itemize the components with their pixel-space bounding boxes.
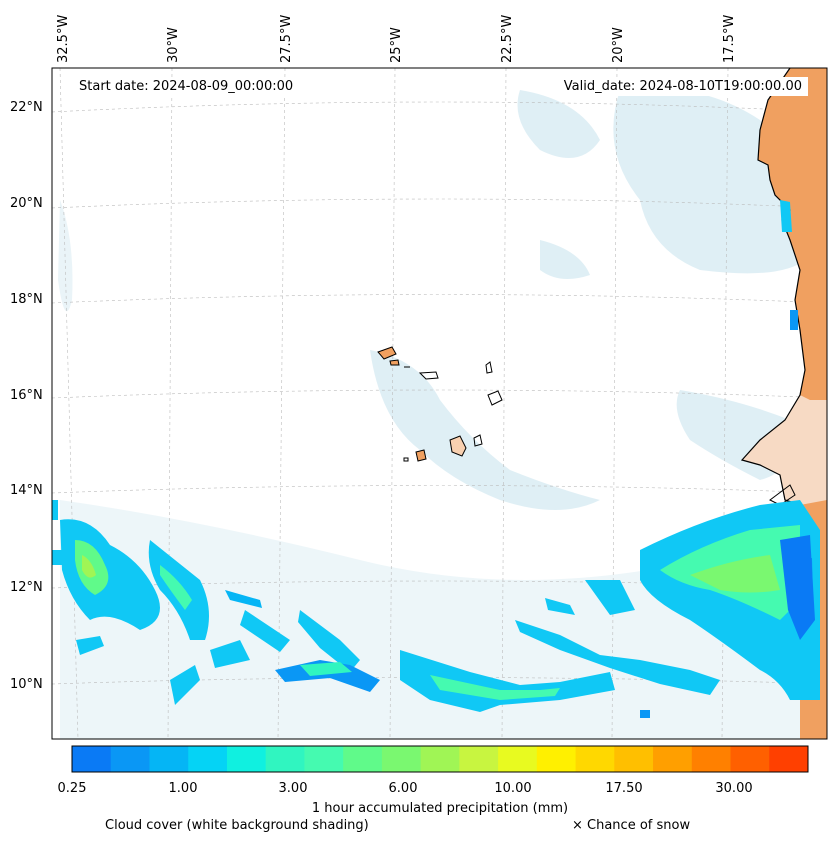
colorbar-border [71, 745, 809, 773]
colorbar-swatch [72, 746, 112, 772]
colorbar-swatch [575, 746, 615, 772]
lon-label: 25°W [389, 27, 404, 63]
map-border [51, 67, 828, 740]
lon-label: 32.5°W [56, 15, 71, 63]
colorbar-title: 1 hour accumulated precipitation (mm) [311, 801, 569, 816]
lat-label: 20°N [10, 196, 43, 211]
lat-label: 22°N [10, 100, 43, 115]
precipitation-colorbar [71, 745, 809, 773]
lat-label: 18°N [10, 292, 43, 307]
colorbar-swatch [381, 746, 422, 772]
longitude-labels: 32.5°W 30°W 27.5°W 25°W 22.5°W 20°W 17.5… [56, 15, 737, 63]
colorbar-tick-label: 6.00 [388, 781, 418, 796]
colorbar-swatch [730, 746, 770, 772]
snow-note: × Chance of snow [572, 818, 691, 833]
colorbar-swatch [459, 746, 499, 772]
lon-label: 27.5°W [279, 15, 294, 63]
colorbar-swatch [188, 746, 228, 772]
lon-label: 20°W [611, 27, 626, 63]
lon-label: 30°W [166, 27, 181, 63]
precipitation-field [52, 200, 820, 718]
latitude-labels: 22°N 20°N 18°N 16°N 14°N 12°N 10°N [10, 100, 43, 692]
colorbar-swatch [226, 746, 267, 772]
lat-label: 12°N [10, 580, 43, 595]
valid-date-label: Valid_date: 2024-08-10T19:00:00.00 [557, 77, 808, 96]
plot-area [52, 68, 827, 739]
colorbar-tick-label: 17.50 [605, 781, 643, 796]
colorbar-swatch [265, 746, 305, 772]
lat-label: 16°N [10, 388, 43, 403]
colorbar-swatch [343, 746, 383, 772]
colorbar-swatch [498, 746, 538, 772]
colorbar-swatch [691, 746, 732, 772]
colorbar-swatch [304, 746, 344, 772]
colorbar-tick-label: 1.00 [168, 781, 198, 796]
cape-verde-islands [377, 346, 503, 462]
lon-label: 22.5°W [500, 15, 515, 63]
lon-label: 17.5°W [722, 15, 737, 63]
colorbar-swatch [769, 746, 809, 772]
lat-label: 10°N [10, 677, 43, 692]
colorbar-swatch [653, 746, 693, 772]
start-date-label: Start date: 2024-08-09_00:00:00 [73, 77, 300, 96]
colorbar-tick-label: 10.00 [494, 781, 532, 796]
colorbar-swatch [614, 746, 654, 772]
lat-label: 14°N [10, 483, 43, 498]
colorbar-tick-label: 30.00 [715, 781, 753, 796]
colorbar-swatch [420, 746, 460, 772]
cloud-cover-note: Cloud cover (white background shading) [105, 818, 369, 833]
colorbar-tick-label: 0.25 [57, 781, 87, 796]
colorbar-swatch [149, 746, 189, 772]
colorbar-swatch [536, 746, 577, 772]
colorbar-swatch [110, 746, 150, 772]
colorbar-tick-label: 3.00 [278, 781, 308, 796]
